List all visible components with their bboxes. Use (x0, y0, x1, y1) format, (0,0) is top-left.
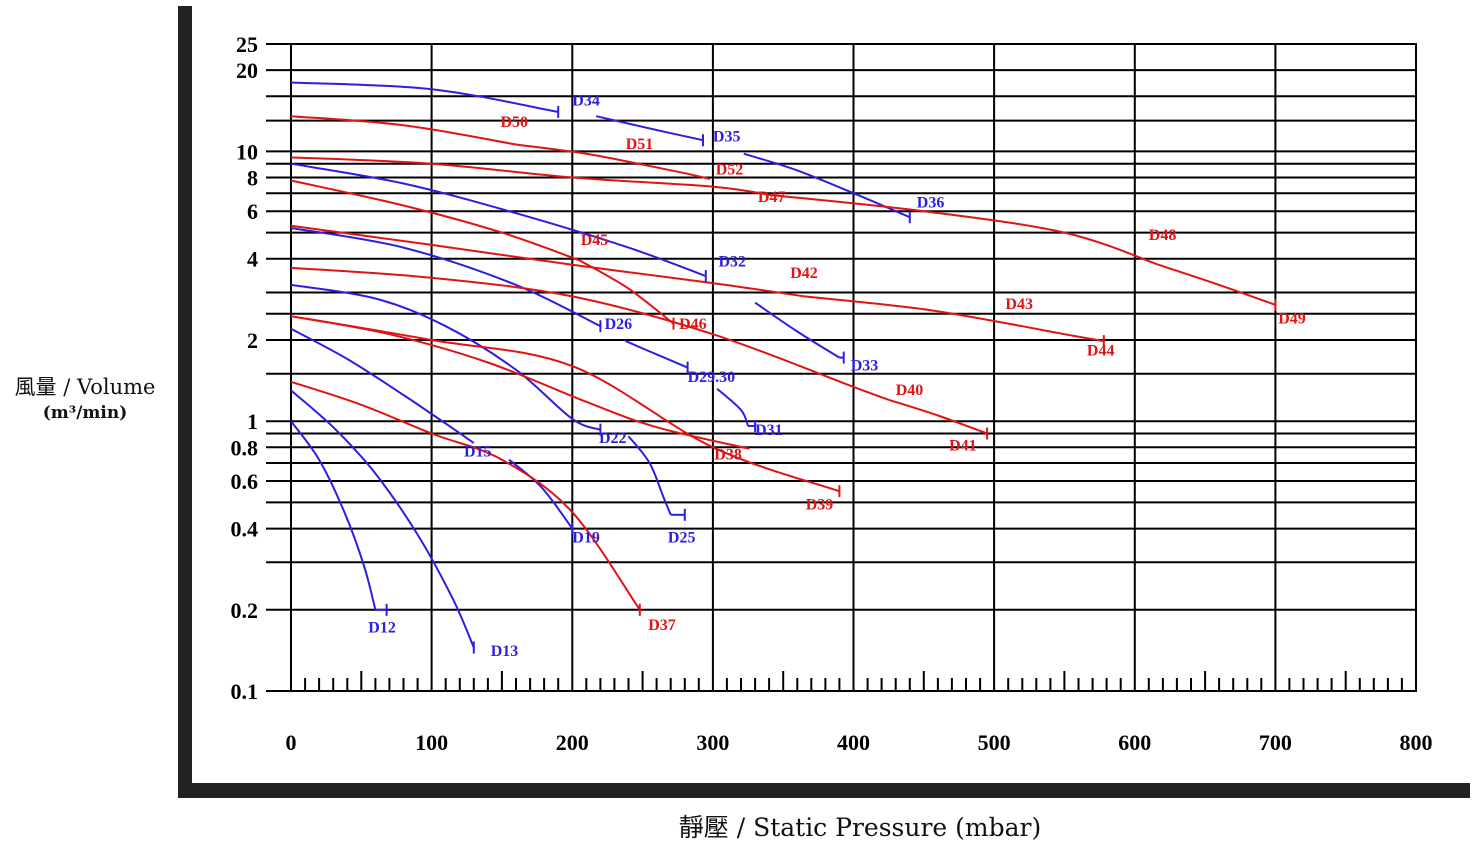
y-tick-label: 0.8 (231, 435, 259, 460)
y-tick-label: 0.4 (231, 517, 259, 542)
series-curve-d41 (888, 398, 988, 435)
curve-label: D36 (917, 194, 945, 211)
series-curve-d42 (290, 224, 805, 298)
curve-labels: D12 D13 D15 D19 D22 D25 D26 D29.30 D31 D32 D33 D34 D… (368, 92, 1305, 659)
series-curve-d43 (804, 295, 1023, 328)
curve-label: D42 (790, 265, 818, 282)
curve-label: D32 (719, 253, 747, 270)
curve-label: D52 (716, 162, 744, 179)
x-tick-label: 400 (837, 730, 870, 755)
curve-label: D41 (949, 437, 977, 454)
series-curve-d12 (290, 420, 377, 611)
series-curve-d22 (290, 283, 601, 431)
curve-label: D31 (755, 422, 783, 439)
series-curve-d50 (290, 115, 517, 146)
series-curve-d32 (290, 162, 707, 278)
series-curves (290, 81, 1277, 654)
y-tick-label: 0.6 (231, 469, 259, 494)
curve-label: D38 (714, 447, 742, 464)
series-curve-d46 (578, 259, 675, 325)
series-curve-d33 (754, 301, 840, 359)
series-curve-d47 (290, 156, 770, 196)
x-tick-label: 700 (1259, 730, 1292, 755)
y-tick-label: 10 (236, 139, 258, 164)
x-tick-label: 600 (1118, 730, 1151, 755)
curve-label: D44 (1087, 343, 1115, 360)
curve-label: D25 (668, 530, 696, 547)
curve-label: D33 (851, 358, 879, 375)
x-tick-label: 200 (556, 730, 589, 755)
curve-label: D40 (896, 382, 924, 399)
y-tick-label: 6 (247, 199, 258, 224)
x-tick-label: 500 (978, 730, 1011, 755)
curve-label: D46 (679, 316, 707, 333)
series-curve-d45 (290, 179, 580, 262)
grid (266, 43, 1417, 692)
curve-label: D50 (501, 114, 529, 131)
curve-label: D26 (605, 316, 633, 333)
series-curve-d52 (638, 162, 711, 180)
series-curve-d29-30 (625, 340, 688, 369)
y-tick-label: 8 (247, 166, 258, 191)
x-tick-label: 300 (696, 730, 729, 755)
curve-label: D15 (464, 444, 492, 461)
curve-label: D49 (1278, 311, 1306, 328)
curve-label: D13 (491, 643, 519, 660)
y-tick-label: 0.2 (231, 598, 259, 623)
series-curve-d39 (290, 315, 840, 493)
curve-label: D35 (713, 128, 741, 145)
series-curve-d40 (290, 266, 890, 401)
x-tick-label: 0 (286, 730, 297, 755)
series-curve-d26 (290, 227, 601, 328)
series-curve-d35 (595, 115, 704, 142)
curve-label: D47 (758, 189, 786, 206)
curve-label: D34 (572, 92, 600, 109)
curve-label: D29.30 (688, 369, 736, 386)
series-curve-d13 (290, 389, 475, 648)
series-curve-d31 (716, 387, 749, 427)
series-curve-d51 (515, 143, 639, 165)
y-tick-label: 0.1 (231, 679, 259, 704)
series-curve-d15 (290, 327, 475, 444)
y-tick-label: 20 (236, 58, 258, 83)
series-curve-d37 (290, 380, 641, 611)
x-tick-label: 100 (415, 730, 448, 755)
curve-label: D51 (626, 136, 654, 153)
x-minor-ticks (304, 671, 1403, 691)
chart-frame (192, 6, 1470, 783)
x-tick-label: 800 (1400, 730, 1433, 755)
curve-label: D48 (1149, 227, 1177, 244)
y-tick-label: 4 (247, 247, 258, 272)
series-curve-d34 (290, 81, 559, 113)
y-tick-label: 1 (247, 409, 258, 434)
y-axis-unit: (m³/min) (43, 403, 128, 423)
series-curve-d19 (508, 458, 574, 530)
y-tick-label: 2 (247, 328, 258, 353)
y-axis-title: 風量 / Volume (15, 375, 156, 399)
curve-label: D37 (648, 617, 676, 634)
curve-label: D43 (1005, 296, 1033, 313)
series-curve-d48 (768, 193, 1160, 266)
series-curve-d25 (627, 435, 672, 516)
curve-label: D22 (599, 430, 627, 447)
x-axis-title: 靜壓 / Static Pressure (mbar) (679, 813, 1041, 842)
y-tick-label: 25 (236, 32, 258, 57)
curve-label: D19 (572, 530, 600, 547)
curve-label: D45 (581, 232, 609, 249)
series-curve-d44 (1022, 325, 1104, 343)
series-curve-d49 (1158, 263, 1276, 306)
x-tick-labels: 0 100 200 300 400 500 600 700 800 (286, 730, 1433, 755)
curve-label: D39 (806, 497, 834, 514)
curve-label: D12 (368, 619, 396, 636)
